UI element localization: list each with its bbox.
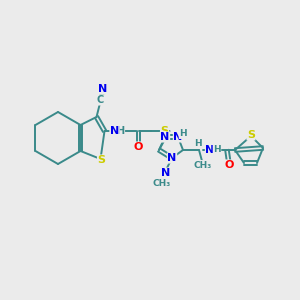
Text: C: C [97,95,104,105]
Text: S: S [160,126,169,136]
Text: H: H [116,126,124,136]
Text: S: S [247,130,255,140]
Text: N: N [98,84,107,94]
Text: O: O [224,160,234,170]
Text: CH₃: CH₃ [153,178,171,188]
Text: N: N [110,126,119,136]
Text: N: N [173,132,183,142]
Text: CH₃: CH₃ [194,160,212,169]
Text: O: O [134,142,143,152]
Text: H: H [194,139,202,148]
Text: H: H [213,145,221,154]
Text: N: N [167,153,177,163]
Text: S: S [98,155,106,165]
Text: H: H [179,130,187,139]
Text: N: N [161,168,171,178]
Text: N: N [160,132,169,142]
Text: N: N [206,145,214,155]
